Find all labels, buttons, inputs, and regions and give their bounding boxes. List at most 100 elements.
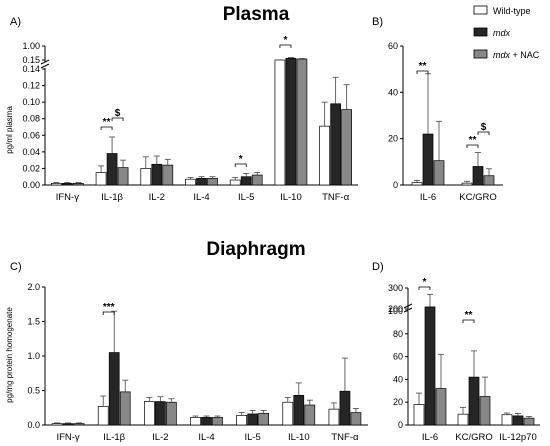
panel-a-bar-il-10-wild-type <box>274 59 286 186</box>
panel-a-axis-break-upper <box>40 59 50 65</box>
panel-d-y-tick-label: 300 <box>388 283 403 293</box>
panel-a-y-tick-label: 0.00 <box>22 180 40 190</box>
panel-c-bar-il-1beta-mdx <box>108 352 120 426</box>
panel-a-significance-bracket-il-10 <box>279 44 292 48</box>
panel-c-category-label-il-10: IL-10 <box>288 432 310 443</box>
panel-a-bar-il-5-wild-type <box>229 179 241 186</box>
panel-a-y-tick-label: 0.14 <box>22 64 40 74</box>
panel-c-bar-il-10-mdx-nac <box>304 404 316 426</box>
panel-a-bar-tnf-alpha-mdx <box>330 103 341 186</box>
panel-c-category-label-il-4: IL-4 <box>198 432 214 443</box>
panel-c-plot: 0.0 0.5 1.0 1.5 2.0 IFN-γ IL-1β *** IL-2 IL-4 IL-5… <box>27 282 368 443</box>
panel-a-bar-il-1beta-wild-type <box>95 172 107 186</box>
panel-b-y-tick-label: 60 <box>388 41 398 51</box>
panel-c-bar-il-2-wild-type <box>144 401 155 426</box>
panel-b-y-tick-label: 20 <box>388 134 398 144</box>
panel-c-bar-il-1beta-mdx-nac <box>119 391 131 426</box>
panel-a-significance-mark-il-10: * <box>283 35 287 46</box>
legend-label-wild-type: Wild-type <box>493 6 531 16</box>
panel-c-bar-il-2-mdx-nac <box>166 401 177 426</box>
panel-a-significance-bracket-il-5 <box>234 163 247 167</box>
panel-a-y-tick-label: 0.02 <box>22 163 40 173</box>
panel-c-bar-il-10-mdx <box>293 394 305 426</box>
panel-b-category-label-kc-gro: KC/GRO <box>459 192 496 203</box>
panel-b-significance-bracket-kc-gro <box>477 131 490 135</box>
panel-a-category-label-ifn-gamma: IFN-γ <box>56 192 79 203</box>
panel-a-bar-ifn-gamma-mdx-nac <box>73 182 84 186</box>
panel-d-axis-break-upper <box>403 303 413 309</box>
panel-b-significance-mark-il-6: ** <box>419 61 427 72</box>
panel-c-category-label-tnf-alpha: TNF-α <box>331 432 359 443</box>
panel-a-y-tick-label: 0.10 <box>22 97 40 107</box>
legend-swatch-wild-type <box>473 5 488 15</box>
panel-d-y-tick-label: 20 <box>393 397 403 407</box>
panel-d-bar-il-6-wild-type <box>413 404 425 426</box>
panel-b-bar-kc-gro-mdx-nac <box>483 175 495 186</box>
panel-c-category-label-ifn-gamma: IFN-γ <box>56 432 79 443</box>
panel-letter-a: A) <box>10 16 21 28</box>
panel-d-significance-bracket-il-6 <box>418 286 431 290</box>
panel-a-significance-mark-il-5: * <box>239 154 243 165</box>
panel-b-y-tick-label: 0 <box>393 180 398 190</box>
panel-b-bar-kc-gro-mdx <box>472 166 484 186</box>
panel-c-bar-il-5-mdx <box>247 413 258 426</box>
panel-d-y-tick-label: 40 <box>393 374 403 384</box>
panel-c-y-tick-label: 1.5 <box>27 317 40 327</box>
panel-b-y-tick-label: 40 <box>388 87 398 97</box>
panel-a-bar-il-2-wild-type <box>140 168 152 186</box>
panel-letter-d: D) <box>372 261 384 273</box>
panel-d-significance-bracket-kc-gro <box>462 319 475 323</box>
panel-c-bar-il-4-mdx <box>201 417 212 426</box>
plasma-section-title: Plasma <box>223 4 290 25</box>
panel-d-category-label-kc-gro: KC/GRO <box>455 432 492 443</box>
panel-c-bar-il-2-mdx <box>155 401 166 426</box>
legend-swatch-mdx-nac <box>473 49 488 59</box>
panel-c-category-label-il-2: IL-2 <box>152 432 168 443</box>
panel-a-bar-tnf-alpha-wild-type <box>319 125 330 186</box>
panel-d-category-label-il-12p70: IL-12p70 <box>499 432 537 443</box>
panel-c-bar-il-5-wild-type <box>236 414 247 426</box>
panel-d-significance-mark-il-6: * <box>423 277 427 288</box>
panel-a-category-label-il-5: IL-5 <box>238 192 254 203</box>
diaphragm-section-title: Diaphragm <box>206 239 305 260</box>
panel-c-bar-il-10-wild-type <box>282 401 294 426</box>
panel-a-y-tick-label: 0.08 <box>22 114 40 124</box>
panel-letter-c: C) <box>10 261 22 273</box>
panel-d-bar-il-6-mdx <box>424 306 436 426</box>
panel-a-bar-il-10-mdx-nac <box>296 58 308 186</box>
panel-a-bar-il-5-mdx <box>240 176 252 186</box>
legend-label-mdx: mdx <box>493 28 511 38</box>
panel-c-bar-il-4-mdx-nac <box>212 417 223 426</box>
panel-a-y-tick-label: 0.04 <box>22 147 40 157</box>
panel-d-y-tick-label: 60 <box>393 352 403 362</box>
panel-c-bar-il-4-wild-type <box>190 417 201 426</box>
panel-c-bar-il-5-mdx-nac <box>258 412 269 426</box>
panel-c-bar-ifn-gamma-mdx <box>62 423 74 426</box>
panel-a-significance-bracket-il-1beta <box>100 126 113 130</box>
panel-a-category-label-il-10: IL-10 <box>280 192 302 203</box>
y-axis-label-a: pg/ml plasma <box>5 106 14 154</box>
panel-b-significance-bracket-kc-gro <box>466 144 479 148</box>
panel-d-bar-il-12p70-wild-type <box>501 414 513 426</box>
panel-b-bar-il-6-wild-type <box>411 182 423 186</box>
panel-a-significance-mark-il-1beta: ** <box>103 117 111 128</box>
panel-c-y-tick-label: 1.0 <box>27 351 40 361</box>
panel-a-axis-break-lower <box>40 63 50 69</box>
panel-a-bar-ifn-gamma-wild-type <box>51 182 62 186</box>
panel-b-bar-il-6-mdx <box>422 133 434 186</box>
panel-b-bar-kc-gro-wild-type <box>461 182 473 186</box>
y-axis-label-c: pg/mg protein homogenate <box>5 307 14 403</box>
panel-d-bar-il-6-mdx-nac <box>435 388 447 426</box>
panel-c-category-label-il-1beta: IL-1β <box>103 432 125 443</box>
panel-c-y-tick-label: 2.0 <box>27 282 40 292</box>
panel-b-bar-il-6-mdx-nac <box>433 160 445 186</box>
panel-letter-b: B) <box>372 16 383 28</box>
panel-a-bar-il-2-mdx <box>151 163 163 186</box>
panel-a-bar-il-1beta-mdx-nac <box>117 167 129 186</box>
panel-a-category-label-il-4: IL-4 <box>193 192 209 203</box>
panel-c-y-tick-label: 0.0 <box>27 420 40 430</box>
panel-c-bar-il-1beta-wild-type <box>97 406 109 426</box>
panel-d-category-label-il-6: IL-6 <box>422 432 438 443</box>
